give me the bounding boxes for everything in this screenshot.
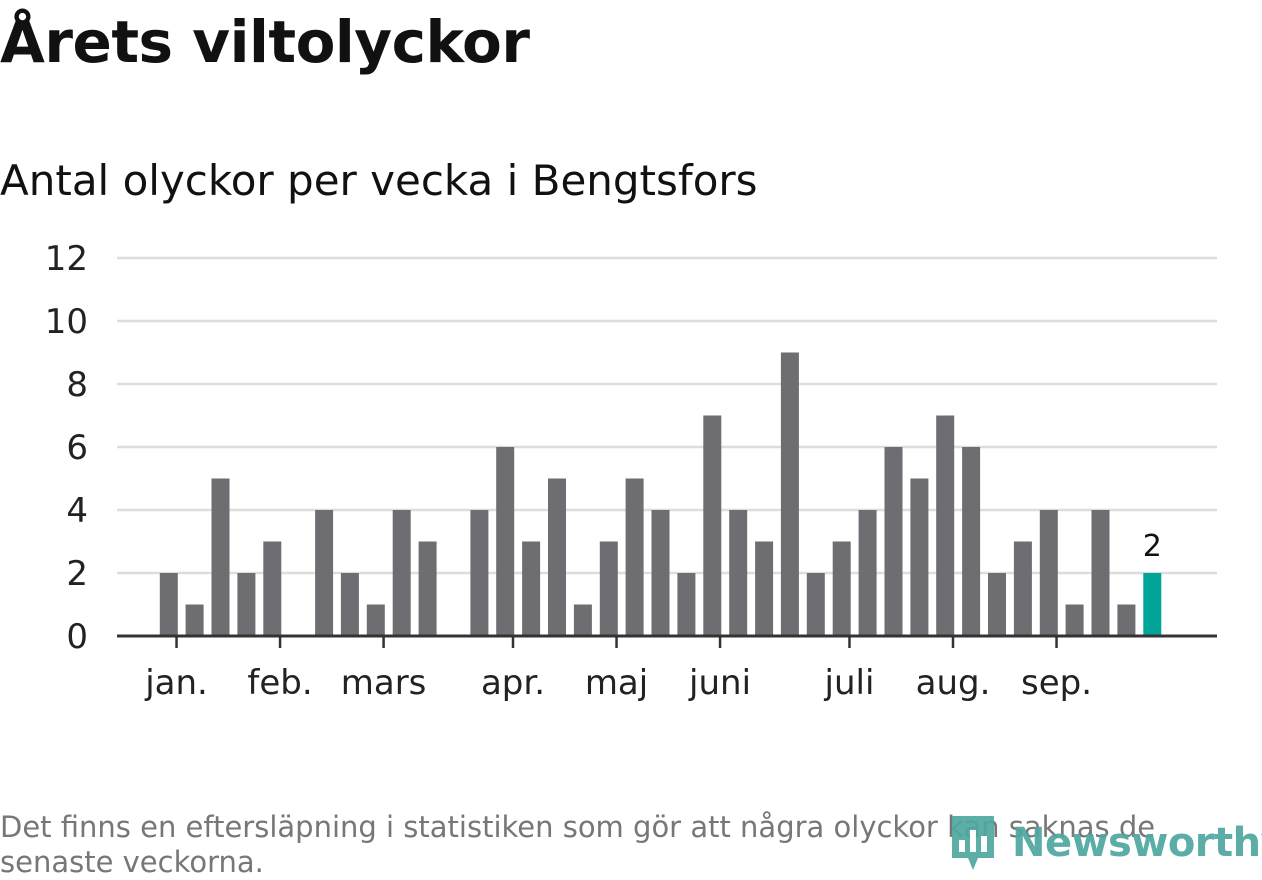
bar-16 (625, 478, 644, 636)
bar-10 (470, 510, 489, 636)
x-tick-label-8: sep. (1021, 663, 1092, 703)
bar-3 (237, 573, 256, 636)
y-tick-label-5: 10 (45, 302, 88, 342)
x-axis-labels: jan. feb. mars apr. maj juni juli aug. sep. (144, 663, 1092, 703)
y-tick-label-6: 12 (45, 239, 88, 279)
bar-15 (599, 541, 618, 636)
x-tick-label-6: juli (824, 663, 875, 703)
bar-13 (548, 478, 566, 636)
bar-36 (1143, 573, 1162, 636)
bar-7 (366, 604, 385, 636)
bar-29 (962, 447, 981, 636)
y-axis-labels: 0 2 4 6 8 10 12 (45, 239, 88, 657)
y-tick-label-4: 8 (66, 365, 88, 405)
bar-4 (263, 541, 282, 636)
bar-27 (910, 478, 929, 636)
bar-33 (1065, 604, 1084, 636)
bar-14 (573, 604, 592, 636)
x-tick-label-1: feb. (247, 663, 312, 703)
bar-22 (780, 352, 799, 636)
bar-21 (755, 541, 774, 636)
x-tick-label-2: mars (341, 663, 427, 703)
bar-17 (651, 510, 670, 636)
x-tick-label-4: maj (585, 663, 648, 703)
data-labels: 2 (1143, 529, 1162, 564)
bar-18 (677, 573, 696, 636)
x-tick-label-5: juni (688, 663, 751, 703)
bar-34 (1091, 510, 1110, 636)
bar-9 (418, 541, 437, 636)
bar-26 (884, 447, 903, 636)
x-tick-label-0: jan. (144, 663, 208, 703)
chart-title: Årets viltolyckor (0, 8, 530, 76)
bar-19 (703, 415, 722, 636)
x-tick-label-7: aug. (916, 663, 991, 703)
bar-25 (858, 510, 877, 636)
bar-2 (211, 478, 230, 636)
newsworthy-logo-icon (952, 816, 994, 870)
bar-32 (1039, 510, 1058, 636)
bar-5 (315, 510, 334, 636)
bar-12 (522, 541, 541, 636)
bar-chart: 0 2 4 6 8 10 12 jan. feb. mars apr. maj juni juli aug… (45, 239, 1217, 703)
bar-23 (806, 573, 825, 636)
y-tick-label-1: 2 (66, 554, 88, 594)
bar-6 (340, 573, 359, 636)
bar-20 (729, 510, 748, 636)
y-tick-label-0: 0 (66, 617, 88, 657)
bar-11 (496, 447, 515, 636)
y-tick-label-3: 6 (66, 428, 88, 468)
bars (159, 352, 1162, 636)
brand-logo: Newsworthy (948, 812, 1262, 874)
x-tick-label-3: apr. (481, 663, 545, 703)
y-tick-label-2: 4 (66, 491, 88, 531)
bar-35 (1117, 604, 1136, 636)
chart-subtitle: Antal olyckor per vecka i Bengtsfors (0, 156, 758, 205)
bar-1 (185, 604, 204, 636)
bar-31 (1013, 541, 1032, 636)
bar-30 (988, 573, 1006, 636)
bar-0 (159, 573, 178, 636)
brand-name: Newsworthy (1012, 820, 1262, 866)
bar-8 (392, 510, 411, 636)
bar-28 (936, 415, 955, 636)
x-axis (117, 634, 1217, 648)
bar-24 (832, 541, 851, 636)
data-label-0: 2 (1143, 529, 1162, 564)
